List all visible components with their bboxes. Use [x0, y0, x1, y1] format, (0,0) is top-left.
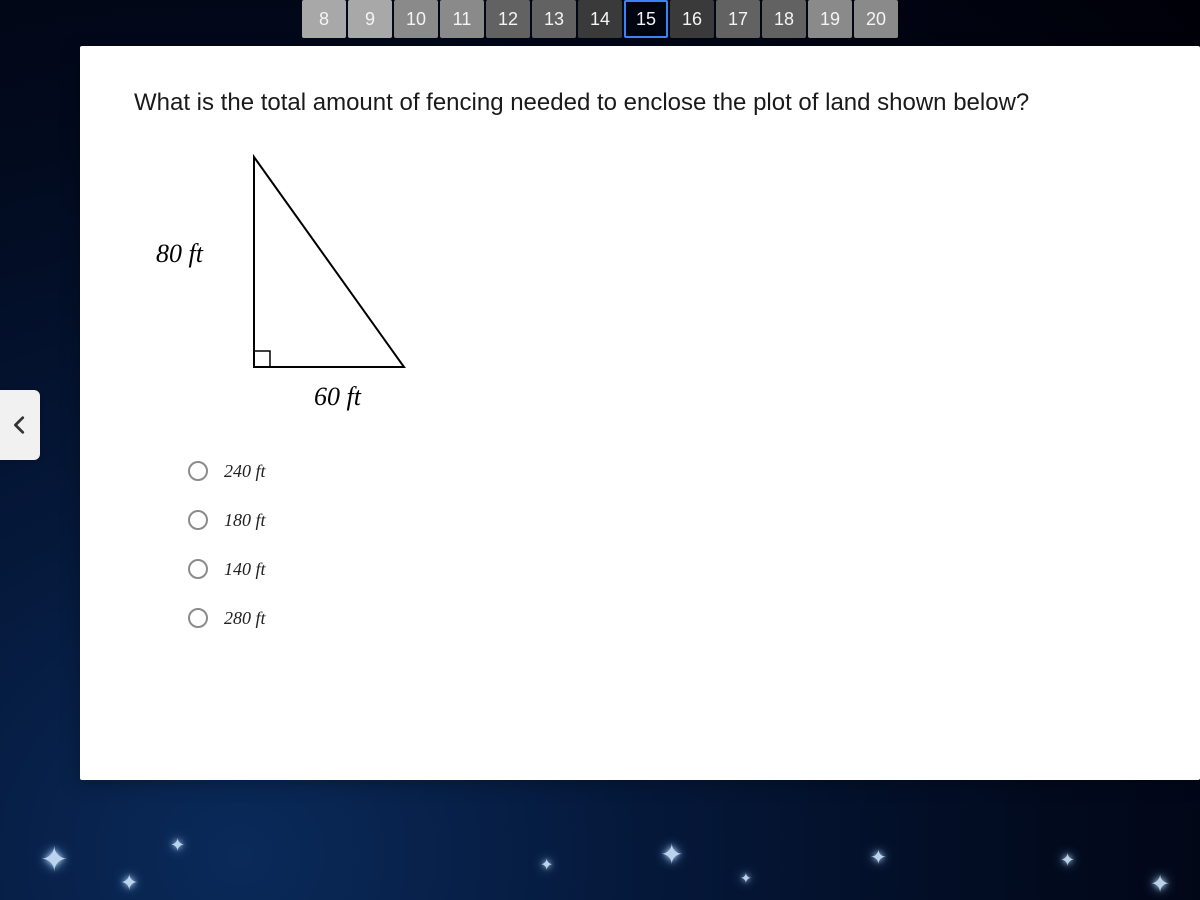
question-nav-16[interactable]: 16 — [670, 0, 714, 38]
question-nav-9[interactable]: 9 — [348, 0, 392, 38]
answer-option-label: 240 ft — [224, 461, 266, 482]
horizontal-side-label: 60 ft — [314, 382, 361, 412]
decorative-star: ✦ — [1060, 850, 1075, 871]
answer-option-label: 180 ft — [224, 510, 266, 531]
question-nav-19[interactable]: 19 — [808, 0, 852, 38]
vertical-side-label: 80 ft — [156, 239, 203, 269]
radio-icon — [188, 510, 208, 530]
question-navigator: 891011121314151617181920 — [0, 0, 1200, 46]
triangle-svg — [194, 147, 454, 407]
decorative-star: ✦ — [870, 845, 887, 870]
decorative-star: ✦ — [1150, 870, 1170, 899]
question-card: What is the total amount of fencing need… — [80, 46, 1200, 780]
question-nav-15[interactable]: 15 — [624, 0, 668, 38]
question-nav-list: 891011121314151617181920 — [302, 0, 898, 38]
answer-option-2[interactable]: 140 ft — [184, 545, 1146, 594]
answer-option-3[interactable]: 280 ft — [184, 594, 1146, 643]
question-nav-18[interactable]: 18 — [762, 0, 806, 38]
question-nav-20[interactable]: 20 — [854, 0, 898, 38]
radio-icon — [188, 559, 208, 579]
answer-option-0[interactable]: 240 ft — [184, 447, 1146, 496]
question-prompt: What is the total amount of fencing need… — [134, 86, 1146, 121]
question-nav-10[interactable]: 10 — [394, 0, 438, 38]
answer-option-1[interactable]: 180 ft — [184, 496, 1146, 545]
question-nav-17[interactable]: 17 — [716, 0, 760, 38]
question-nav-12[interactable]: 12 — [486, 0, 530, 38]
decorative-star: ✦ — [170, 835, 185, 856]
prev-question-button[interactable] — [0, 390, 40, 460]
answer-option-label: 140 ft — [224, 559, 266, 580]
decorative-star: ✦ — [120, 870, 138, 896]
answer-options: 240 ft 180 ft 140 ft 280 ft — [184, 447, 1146, 643]
triangle-figure: 80 ft 60 ft — [194, 147, 454, 407]
question-nav-11[interactable]: 11 — [440, 0, 484, 38]
radio-icon — [188, 608, 208, 628]
decorative-star: ✦ — [740, 870, 752, 887]
chevron-left-icon — [9, 414, 31, 436]
decorative-star: ✦ — [40, 840, 69, 880]
question-nav-8[interactable]: 8 — [302, 0, 346, 38]
answer-option-label: 280 ft — [224, 608, 266, 629]
question-nav-14[interactable]: 14 — [578, 0, 622, 38]
decorative-star: ✦ — [540, 855, 553, 875]
radio-icon — [188, 461, 208, 481]
question-nav-13[interactable]: 13 — [532, 0, 576, 38]
decorative-star: ✦ — [660, 838, 683, 871]
